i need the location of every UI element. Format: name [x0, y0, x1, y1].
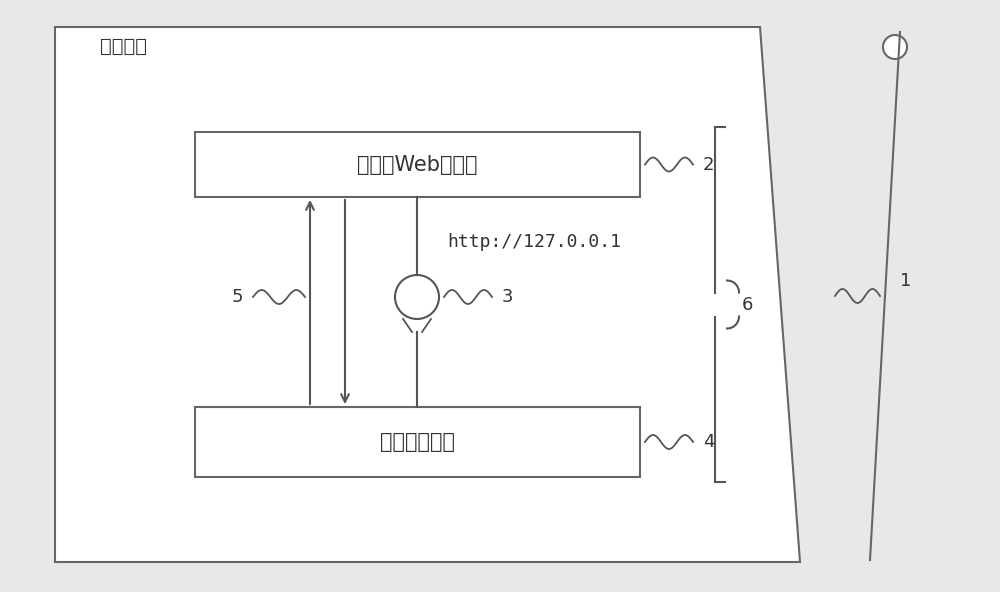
Text: 5: 5 [232, 288, 243, 306]
Text: 嵌入式Web服务器: 嵌入式Web服务器 [357, 155, 478, 175]
Text: 方案中心: 方案中心 [100, 37, 147, 56]
Bar [195, 132, 640, 197]
Polygon shape [55, 27, 800, 562]
Text: 1: 1 [900, 272, 911, 290]
Text: 嵌入式浏览器: 嵌入式浏览器 [380, 432, 455, 452]
Text: 2: 2 [703, 156, 714, 173]
Text: 4: 4 [703, 433, 714, 451]
Text: 3: 3 [502, 288, 514, 306]
Circle shape [883, 35, 907, 59]
Bar [195, 407, 640, 477]
Text: http://127.0.0.1: http://127.0.0.1 [447, 233, 621, 251]
Text: 6: 6 [742, 295, 753, 314]
